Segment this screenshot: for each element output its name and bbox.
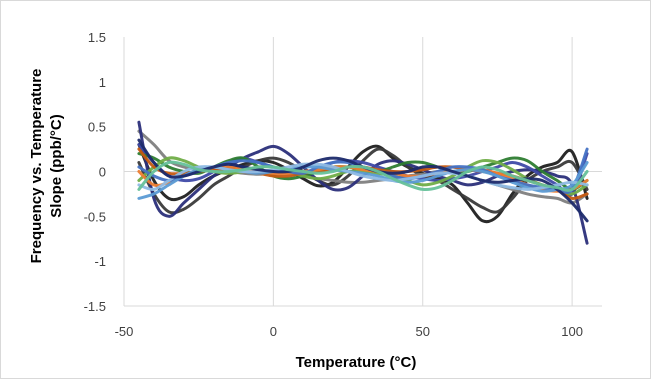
y-tick-label: 0: [99, 165, 106, 180]
y-axis-title-line2: Slope (ppb/°C): [48, 114, 65, 217]
y-tick-label: 1.5: [88, 30, 106, 45]
x-tick-label: 0: [270, 324, 277, 339]
y-tick-label: -0.5: [84, 209, 106, 224]
y-tick-labels: -1.5 -1 -0.5 0 0.5 1 1.5: [84, 30, 106, 314]
x-tick-label: 100: [561, 324, 583, 339]
y-tick-label: -1: [94, 254, 106, 269]
x-axis-title: Temperature (°C): [296, 354, 417, 371]
y-tick-label: -1.5: [84, 299, 106, 314]
x-tick-labels: -50 0 50 100: [115, 324, 583, 339]
y-axis-title-line1: Frequency vs. Temperature: [28, 69, 45, 264]
series-lines: [137, 120, 589, 245]
series-line-2: [137, 147, 589, 215]
x-tick-label: 50: [416, 324, 430, 339]
y-tick-label: 0.5: [88, 120, 106, 135]
x-tick-label: -50: [115, 324, 134, 339]
series-line-14: [137, 160, 589, 192]
y-tick-label: 1: [99, 75, 106, 90]
